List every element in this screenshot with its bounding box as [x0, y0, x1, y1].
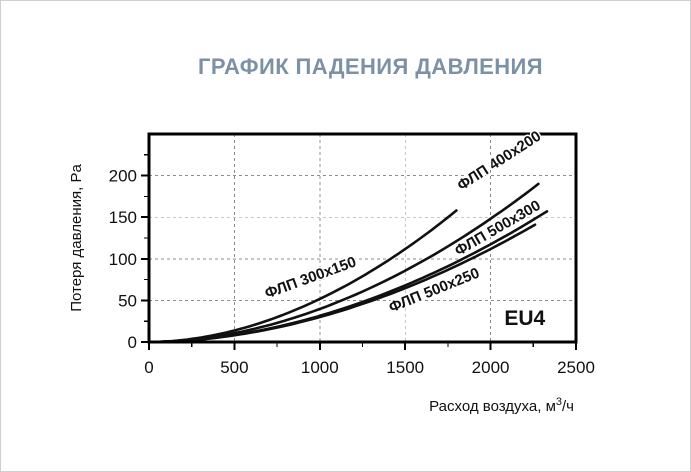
x-tick-label: 1500 — [386, 358, 424, 377]
curve-label-ФЛП-300x150: ФЛП 300x150 — [263, 253, 359, 302]
y-tick-label: 150 — [109, 208, 137, 227]
x-tick-label: 0 — [144, 358, 153, 377]
y-tick-label: 100 — [109, 250, 137, 269]
tick-labels: 0 500 1000 1500 2000 2500 0 50 100 150 200 — [109, 167, 595, 377]
x-tick-label: 1000 — [301, 358, 339, 377]
x-tick-label: 500 — [220, 358, 248, 377]
curve-ФЛП-500x250 — [147, 223, 537, 344]
y-tick-label: 200 — [109, 167, 137, 186]
filter-class-annotation: EU4 — [504, 307, 545, 330]
grid-lines — [149, 134, 576, 342]
y-axis-title: Потеря давления, Pa — [68, 164, 85, 312]
y-tick-label: 0 — [128, 333, 137, 352]
x-tick-label: 2000 — [472, 358, 510, 377]
plot-border — [147, 132, 578, 344]
curves — [147, 182, 549, 344]
x-axis-title: Расход воздуха, м3/ч — [429, 396, 574, 415]
chart-title: ГРАФИК ПАДЕНИЯ ДАВЛЕНИЯ — [198, 54, 543, 79]
y-tick-label: 50 — [118, 291, 137, 310]
curve-label-ФЛП-400x200: ФЛП 400x200 — [454, 128, 544, 195]
axis-ticks — [141, 154, 577, 350]
x-tick-label: 2500 — [557, 358, 595, 377]
